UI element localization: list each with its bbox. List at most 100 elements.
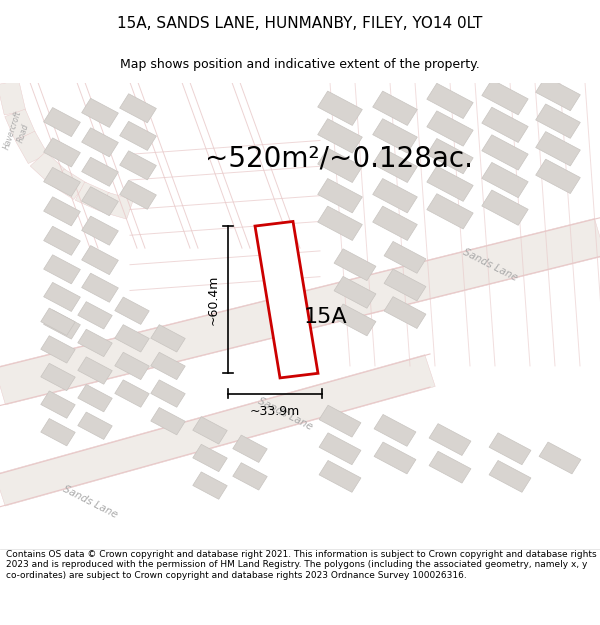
Polygon shape bbox=[5, 109, 35, 139]
Polygon shape bbox=[52, 169, 86, 199]
Polygon shape bbox=[374, 442, 416, 474]
Polygon shape bbox=[334, 276, 376, 308]
Polygon shape bbox=[82, 158, 118, 186]
Text: Sands Lane: Sands Lane bbox=[61, 484, 119, 520]
Polygon shape bbox=[427, 166, 473, 201]
Polygon shape bbox=[427, 194, 473, 229]
Polygon shape bbox=[101, 192, 133, 219]
Polygon shape bbox=[482, 107, 528, 142]
Polygon shape bbox=[151, 380, 185, 408]
Polygon shape bbox=[193, 417, 227, 444]
Polygon shape bbox=[44, 197, 80, 226]
Polygon shape bbox=[15, 131, 48, 164]
Polygon shape bbox=[319, 433, 361, 464]
Polygon shape bbox=[44, 107, 80, 137]
Polygon shape bbox=[317, 179, 362, 213]
Polygon shape bbox=[429, 424, 471, 456]
Polygon shape bbox=[384, 269, 426, 301]
Polygon shape bbox=[115, 324, 149, 352]
Polygon shape bbox=[82, 216, 118, 245]
Polygon shape bbox=[429, 451, 471, 483]
Polygon shape bbox=[44, 168, 80, 196]
Polygon shape bbox=[317, 148, 362, 182]
Polygon shape bbox=[119, 151, 157, 180]
Polygon shape bbox=[151, 408, 185, 435]
Polygon shape bbox=[427, 111, 473, 146]
Polygon shape bbox=[319, 405, 361, 437]
Polygon shape bbox=[536, 104, 580, 138]
Polygon shape bbox=[482, 79, 528, 115]
Polygon shape bbox=[78, 357, 112, 384]
Polygon shape bbox=[41, 363, 75, 391]
Polygon shape bbox=[82, 246, 118, 274]
Polygon shape bbox=[0, 81, 26, 115]
Polygon shape bbox=[319, 461, 361, 492]
Polygon shape bbox=[115, 352, 149, 379]
Polygon shape bbox=[30, 152, 66, 184]
Polygon shape bbox=[373, 179, 418, 213]
Polygon shape bbox=[193, 472, 227, 499]
Text: Sands Lane: Sands Lane bbox=[256, 396, 314, 432]
Polygon shape bbox=[41, 419, 75, 446]
Polygon shape bbox=[482, 162, 528, 198]
Polygon shape bbox=[233, 462, 267, 490]
Polygon shape bbox=[82, 98, 118, 128]
Polygon shape bbox=[536, 159, 580, 194]
Polygon shape bbox=[75, 182, 110, 211]
Polygon shape bbox=[82, 187, 118, 216]
Polygon shape bbox=[78, 302, 112, 329]
Polygon shape bbox=[334, 249, 376, 281]
Text: ~33.9m: ~33.9m bbox=[250, 404, 300, 418]
Polygon shape bbox=[44, 226, 80, 256]
Text: ~60.4m: ~60.4m bbox=[207, 274, 220, 325]
Polygon shape bbox=[44, 310, 80, 339]
Polygon shape bbox=[536, 132, 580, 166]
Polygon shape bbox=[539, 442, 581, 474]
Text: ~520m²/~0.128ac.: ~520m²/~0.128ac. bbox=[205, 145, 473, 173]
Polygon shape bbox=[489, 433, 531, 464]
Polygon shape bbox=[44, 282, 80, 311]
Polygon shape bbox=[41, 308, 75, 336]
Polygon shape bbox=[78, 384, 112, 412]
Polygon shape bbox=[384, 297, 426, 329]
Polygon shape bbox=[384, 241, 426, 273]
Polygon shape bbox=[373, 148, 418, 182]
Text: Havercroft
Road: Havercroft Road bbox=[2, 109, 34, 154]
Polygon shape bbox=[317, 119, 362, 153]
Polygon shape bbox=[78, 329, 112, 357]
Polygon shape bbox=[489, 461, 531, 492]
Polygon shape bbox=[233, 435, 267, 462]
Polygon shape bbox=[536, 76, 580, 111]
Polygon shape bbox=[115, 380, 149, 408]
Polygon shape bbox=[0, 355, 435, 506]
Polygon shape bbox=[82, 273, 118, 302]
Polygon shape bbox=[119, 94, 157, 122]
Polygon shape bbox=[41, 336, 75, 363]
Polygon shape bbox=[482, 190, 528, 225]
Polygon shape bbox=[373, 119, 418, 153]
Polygon shape bbox=[115, 297, 149, 324]
Text: Contains OS data © Crown copyright and database right 2021. This information is : Contains OS data © Crown copyright and d… bbox=[6, 550, 596, 580]
Polygon shape bbox=[373, 206, 418, 241]
Polygon shape bbox=[119, 121, 157, 151]
Text: Sands Lane: Sands Lane bbox=[461, 247, 519, 282]
Polygon shape bbox=[0, 219, 600, 405]
Polygon shape bbox=[151, 324, 185, 352]
Polygon shape bbox=[78, 412, 112, 439]
Polygon shape bbox=[41, 391, 75, 418]
Text: 15A: 15A bbox=[303, 307, 347, 327]
Polygon shape bbox=[317, 91, 362, 126]
Polygon shape bbox=[82, 127, 118, 157]
Polygon shape bbox=[255, 221, 318, 378]
Polygon shape bbox=[44, 138, 80, 167]
Polygon shape bbox=[317, 206, 362, 241]
Text: 15A, SANDS LANE, HUNMANBY, FILEY, YO14 0LT: 15A, SANDS LANE, HUNMANBY, FILEY, YO14 0… bbox=[118, 16, 482, 31]
Polygon shape bbox=[482, 135, 528, 170]
Polygon shape bbox=[373, 91, 418, 126]
Polygon shape bbox=[334, 304, 376, 336]
Polygon shape bbox=[151, 352, 185, 379]
Polygon shape bbox=[44, 255, 80, 284]
Polygon shape bbox=[427, 83, 473, 119]
Polygon shape bbox=[193, 444, 227, 472]
Polygon shape bbox=[427, 139, 473, 174]
